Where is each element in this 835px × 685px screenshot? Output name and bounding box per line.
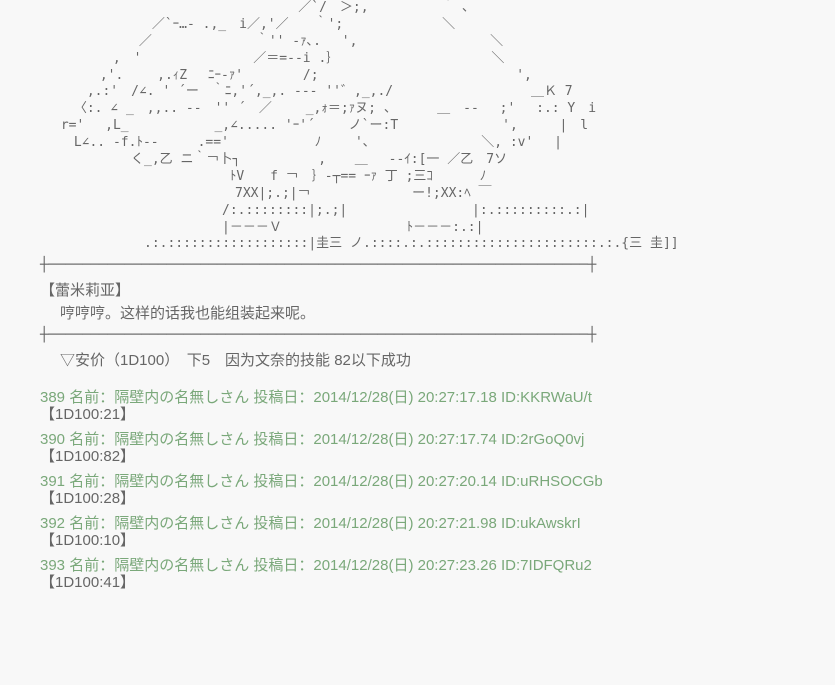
post-item: 389 名前：隔壁内の名無しさん 投稿日：2014/12/28(日) 20:27…: [40, 390, 795, 422]
post-body: 【1D100:41】: [40, 575, 795, 590]
post-meta: 名前：隔壁内の名無しさん 投稿日：2014/12/28(日) 20:27:17.…: [69, 389, 592, 406]
post-number: 389: [40, 389, 65, 406]
post-body: 【1D100:28】: [40, 491, 795, 506]
separator-top: ┼───────────────────────────────────────…: [40, 257, 795, 273]
post-number: 391: [40, 473, 65, 490]
ascii-art-block: ／`/ ＞;, ｀ ､ ／`ｰ…- .,_ i／,'／ ｀'; ＼ ／ ｀'' …: [40, 0, 835, 253]
post-item: 393 名前：隔壁内の名無しさん 投稿日：2014/12/28(日) 20:27…: [40, 558, 795, 590]
character-name: 【蕾米莉亚】: [40, 279, 795, 300]
post-body: 【1D100:21】: [40, 407, 795, 422]
post-meta: 名前：隔壁内の名無しさん 投稿日：2014/12/28(日) 20:27:20.…: [69, 473, 603, 490]
thread-content: ／`/ ＞;, ｀ ､ ／`ｰ…- .,_ i／,'／ ｀'; ＼ ／ ｀'' …: [0, 0, 835, 616]
post-number: 393: [40, 557, 65, 574]
post-number: 392: [40, 515, 65, 532]
dice-instruction: ▽安价（1D100） 下5 因为文奈的技能 82以下成功: [60, 349, 795, 370]
post-item: 390 名前：隔壁内の名無しさん 投稿日：2014/12/28(日) 20:27…: [40, 432, 795, 464]
post-meta: 名前：隔壁内の名無しさん 投稿日：2014/12/28(日) 20:27:17.…: [69, 431, 584, 448]
post-meta: 名前：隔壁内の名無しさん 投稿日：2014/12/28(日) 20:27:21.…: [69, 515, 581, 532]
post-body: 【1D100:10】: [40, 533, 795, 548]
dialogue-text: 哼哼哼。这样的话我也能组装起来呢。: [60, 302, 795, 323]
post-meta: 名前：隔壁内の名無しさん 投稿日：2014/12/28(日) 20:27:23.…: [69, 557, 592, 574]
post-body: 【1D100:82】: [40, 449, 795, 464]
post-item: 392 名前：隔壁内の名無しさん 投稿日：2014/12/28(日) 20:27…: [40, 516, 795, 548]
post-number: 390: [40, 431, 65, 448]
post-item: 391 名前：隔壁内の名無しさん 投稿日：2014/12/28(日) 20:27…: [40, 474, 795, 506]
separator-bottom: ┼───────────────────────────────────────…: [40, 327, 795, 343]
